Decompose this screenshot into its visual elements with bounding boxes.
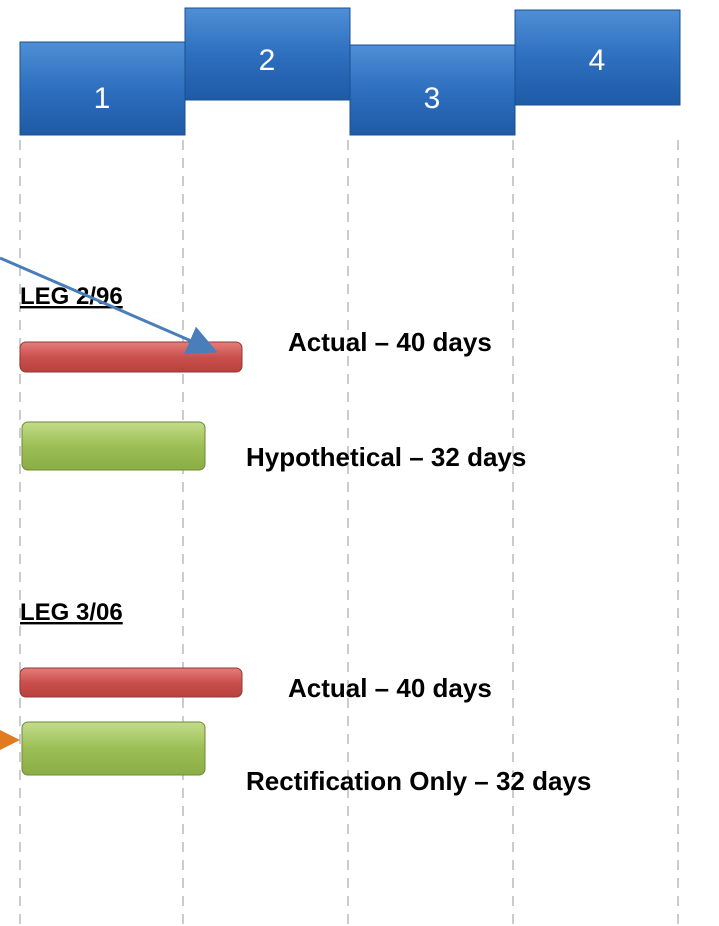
box-number: 4: [589, 44, 606, 77]
section-title: LEG 3/06: [20, 599, 123, 626]
box-number: 3: [424, 82, 441, 115]
bar-label: Rectification Only – 32 days: [246, 766, 591, 796]
box: [514, 9, 681, 106]
red-bar: [19, 667, 243, 698]
green-bar: [21, 721, 206, 776]
box-number: 1: [94, 82, 111, 115]
box-number: 2: [259, 44, 276, 77]
bar-label: Hypothetical – 32 days: [246, 442, 526, 472]
bar-label: Actual – 40 days: [288, 327, 492, 357]
box: [19, 41, 186, 136]
header-boxes: 1 2 3 4: [19, 7, 681, 136]
green-bar: [21, 421, 206, 471]
dashed-lines: [19, 140, 679, 926]
box: [349, 44, 516, 136]
arrow: [0, 256, 218, 355]
bar-label: Actual – 40 days: [288, 673, 492, 703]
arrow-head: [0, 730, 20, 750]
red-bar: [19, 341, 243, 373]
